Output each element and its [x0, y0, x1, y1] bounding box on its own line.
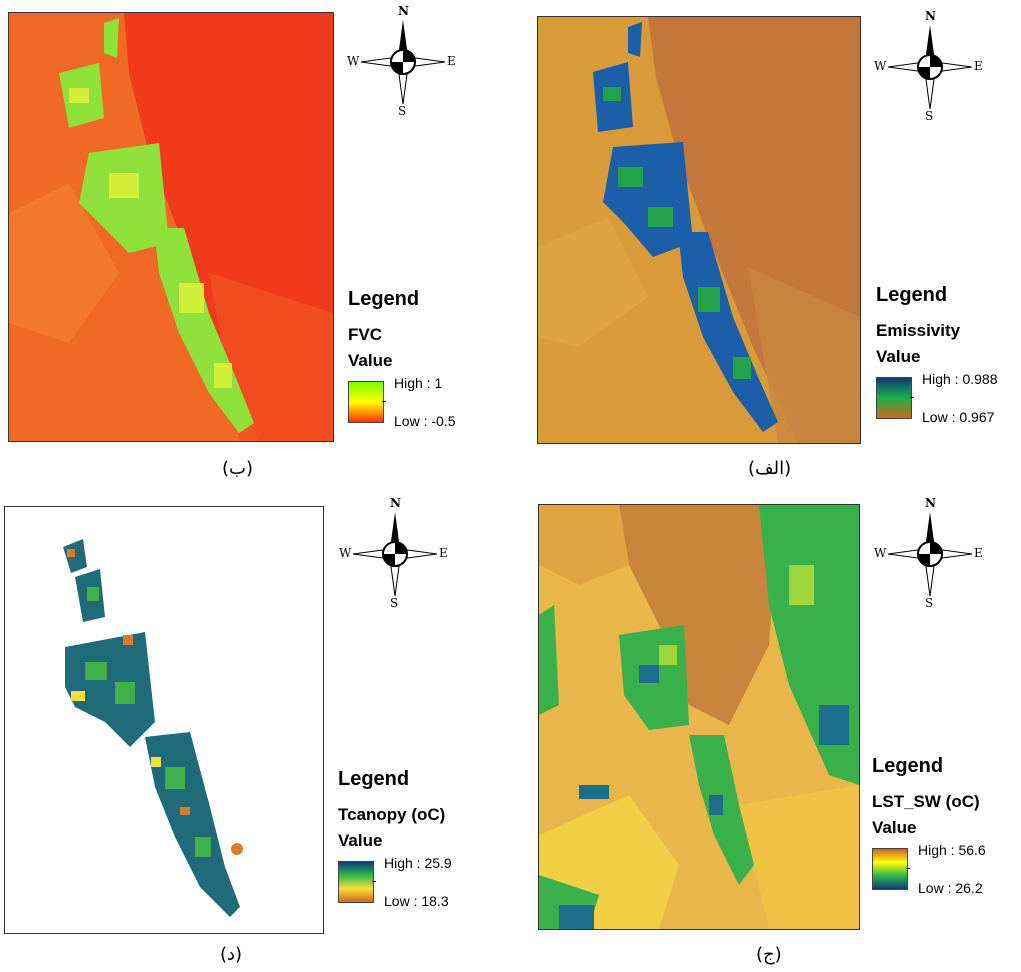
- compass-w: W: [874, 59, 887, 73]
- ramp-tick: [372, 881, 376, 882]
- compass-w: W: [874, 546, 887, 560]
- legend-title: Legend: [872, 755, 944, 777]
- legend-title: Legend: [876, 284, 948, 306]
- legend-title: Legend: [338, 768, 410, 790]
- compass-e: E: [447, 54, 456, 68]
- legend-layer: LST_SW (oC): [872, 792, 980, 811]
- compass-s: S: [925, 109, 934, 123]
- compass-rose-icon: N S W E: [874, 9, 983, 123]
- compass-e: E: [974, 59, 983, 73]
- compass-rose-icon: N S W E: [874, 496, 983, 610]
- legend-low: Low : 0.967: [922, 409, 995, 425]
- legend-layer: Tcanopy (oC): [338, 805, 446, 824]
- legend-low: Low : 18.3: [384, 893, 449, 909]
- compass-e: E: [439, 546, 448, 560]
- emissivity-legend: Legend Emissivity Value High : 0.988 Low…: [876, 284, 998, 425]
- caption-jim: (ج): [756, 944, 782, 965]
- legend-high: High : 0.988: [922, 371, 998, 387]
- compass-rose-icon: N S W E: [347, 4, 456, 118]
- caption-alef: (الف): [748, 458, 792, 479]
- legend-high: High : 56.6: [918, 842, 986, 858]
- legend-value: Value: [348, 351, 393, 370]
- compass-s: S: [925, 596, 934, 610]
- legend-layer: Emissivity: [876, 321, 961, 340]
- compass-n: N: [925, 9, 936, 23]
- legend-title: Legend: [348, 288, 420, 310]
- legend-value: Value: [872, 818, 917, 837]
- fvc-legend: Legend FVC Value High : 1 Low : -0.5: [348, 288, 455, 429]
- ramp-tick: [906, 868, 910, 869]
- caption-dal: (د): [220, 944, 243, 965]
- legend-layer: FVC: [348, 325, 382, 344]
- legend-low: Low : -0.5: [394, 413, 456, 429]
- legend-value: Value: [338, 831, 383, 850]
- color-ramp: [348, 381, 384, 423]
- color-ramp: [338, 861, 374, 903]
- compass-rose-icon: N S W E: [339, 496, 448, 610]
- lst-map: [538, 504, 860, 930]
- compass-e: E: [974, 546, 983, 560]
- fvc-map: [8, 12, 334, 442]
- tcanopy-legend: Legend Tcanopy (oC) Value High : 25.9 Lo…: [338, 768, 452, 909]
- lst-legend: Legend LST_SW (oC) Value High : 56.6 Low…: [872, 755, 986, 896]
- legend-high: High : 25.9: [384, 855, 452, 871]
- caption-b: (ب): [222, 458, 254, 479]
- compass-w: W: [347, 54, 360, 68]
- compass-w: W: [339, 546, 352, 560]
- compass-n: N: [390, 496, 401, 510]
- color-ramp: [872, 848, 908, 890]
- compass-s: S: [390, 596, 399, 610]
- ramp-tick: [382, 401, 386, 402]
- compass-n: N: [398, 4, 409, 18]
- ramp-tick: [910, 397, 914, 398]
- legend-high: High : 1: [394, 375, 443, 391]
- legend-value: Value: [876, 347, 921, 366]
- emissivity-map: [537, 16, 861, 444]
- compass-n: N: [925, 496, 936, 510]
- legend-low: Low : 26.2: [918, 880, 983, 896]
- color-ramp: [876, 377, 912, 419]
- tcanopy-map: [4, 506, 324, 934]
- compass-s: S: [398, 104, 407, 118]
